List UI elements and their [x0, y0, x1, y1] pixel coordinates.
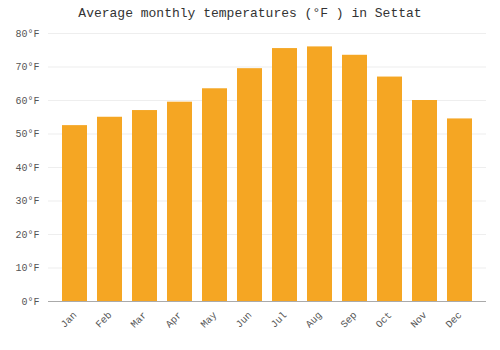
- svg-text:Jan: Jan: [59, 310, 80, 331]
- svg-text:20°F: 20°F: [15, 230, 39, 241]
- svg-text:Jun: Jun: [234, 310, 255, 331]
- svg-text:50°F: 50°F: [15, 129, 39, 140]
- html-text:Average monthly temperatures (: Average monthly temperatures (°F ) in Se…: [78, 6, 422, 21]
- svg-text:Sep: Sep: [339, 310, 360, 331]
- svg-text:Aug: Aug: [304, 310, 325, 331]
- svg-text:60°F: 60°F: [15, 96, 39, 107]
- svg-text:Mar: Mar: [129, 310, 150, 331]
- svg-text:Dec: Dec: [444, 310, 465, 331]
- svg-text:Nov: Nov: [409, 310, 430, 331]
- svg-text:30°F: 30°F: [15, 196, 39, 207]
- svg-text:10°F: 10°F: [15, 263, 39, 274]
- svg-text:0°F: 0°F: [21, 297, 39, 308]
- svg-text:Apr: Apr: [164, 310, 185, 331]
- svg-text:70°F: 70°F: [15, 62, 39, 73]
- svg-text:40°F: 40°F: [15, 163, 39, 174]
- svg-text:80°F: 80°F: [15, 29, 39, 40]
- svg-text:Oct: Oct: [374, 310, 395, 331]
- svg-text:Feb: Feb: [94, 310, 115, 331]
- svg-text:Jul: Jul: [269, 310, 290, 331]
- svg-text:May: May: [199, 310, 220, 331]
